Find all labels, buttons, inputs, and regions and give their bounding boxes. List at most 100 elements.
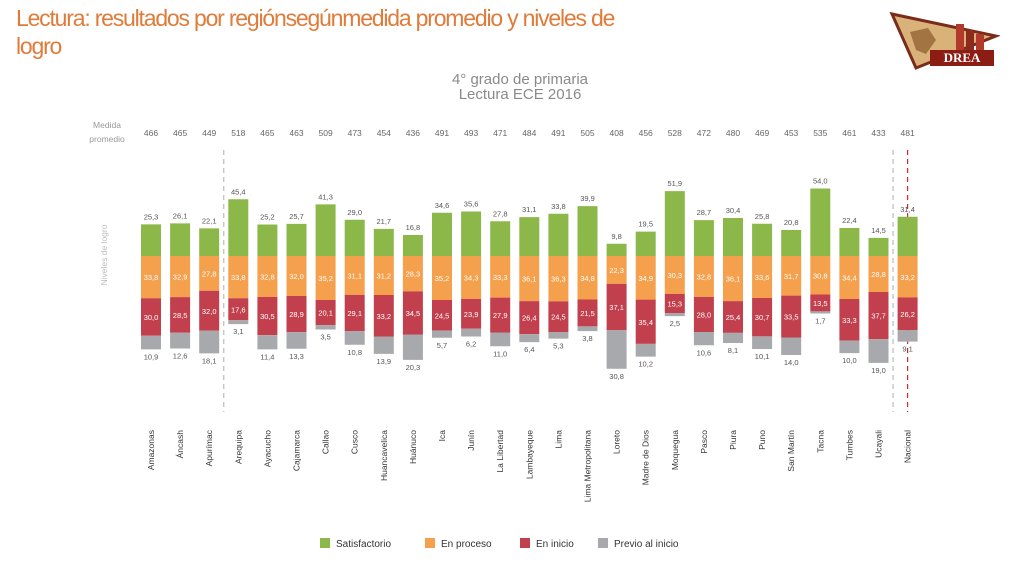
bar-satisfactorio <box>286 223 307 256</box>
bar-previo-al-inicio <box>635 343 656 357</box>
label-en-proceso: 30,3 <box>667 271 682 280</box>
bar-en-proceso <box>723 256 743 302</box>
bar-en-inicio <box>199 290 220 331</box>
bar-en-inicio <box>810 294 831 312</box>
medida-promedio-value: 505 <box>580 128 594 138</box>
bar-en-inicio <box>490 297 511 333</box>
bar-previo-al-inicio <box>577 326 598 332</box>
label-satisfactorio: 9,8 <box>611 232 621 241</box>
bar-satisfactorio <box>170 223 191 256</box>
bar-en-proceso <box>286 256 307 296</box>
bar-en-proceso <box>606 256 627 284</box>
bar-en-inicio <box>461 298 482 329</box>
bar-en-inicio <box>548 301 569 332</box>
bar-en-inicio <box>519 301 540 335</box>
label-en-proceso: 33,3 <box>493 273 508 282</box>
bar-en-proceso <box>548 256 569 302</box>
label-en-inicio: 24,5 <box>551 313 566 322</box>
bar-previo-al-inicio <box>868 339 889 363</box>
label-satisfactorio: 45,4 <box>231 187 246 196</box>
legend-swatch-previo <box>598 538 608 548</box>
medida-promedio-value: 481 <box>901 128 915 138</box>
label-previo-al-inicio: 10,0 <box>842 356 857 365</box>
legend-swatch-satisfactorio <box>320 538 330 548</box>
label-satisfactorio: 14,5 <box>871 226 886 235</box>
y-axis-label: Niveles de logro <box>99 224 109 285</box>
label-previo-al-inicio: 8,1 <box>728 346 738 355</box>
chart-subtitle-line1: 4° grado de primaria <box>451 71 589 88</box>
category-label: Lambayeque <box>524 430 534 479</box>
label-satisfactorio: 22,1 <box>202 216 217 225</box>
category-label: Moquegua <box>670 430 680 470</box>
category-label: Lima <box>553 430 563 449</box>
label-en-inicio: 32,0 <box>202 307 217 316</box>
label-en-proceso: 36,1 <box>726 275 741 284</box>
logo-text: DREA <box>944 50 981 65</box>
medida-promedio-value: 480 <box>726 128 740 138</box>
category-label: Piura <box>728 430 738 450</box>
row-label-promedio: promedio <box>89 134 125 144</box>
label-previo-al-inicio: 10,9 <box>144 352 159 361</box>
bar-en-inicio <box>373 295 394 337</box>
medida-promedio-value: 509 <box>319 128 333 138</box>
label-en-proceso: 34,4 <box>842 274 857 283</box>
medida-promedio-value: 433 <box>871 128 885 138</box>
bar-en-inicio <box>693 297 714 332</box>
bar-satisfactorio <box>315 204 336 256</box>
category-label: Tumbes <box>844 430 854 460</box>
bar-satisfactorio <box>577 206 598 256</box>
bar-previo-al-inicio <box>141 335 161 350</box>
label-en-inicio: 28,0 <box>697 311 712 320</box>
label-satisfactorio: 19,5 <box>638 220 653 229</box>
label-previo-al-inicio: 6,2 <box>466 340 476 349</box>
label-en-inicio: 24,5 <box>435 311 450 320</box>
label-en-proceso: 28,8 <box>871 270 886 279</box>
label-en-inicio: 27,9 <box>493 311 508 320</box>
bar-previo-al-inicio <box>257 335 278 350</box>
label-en-inicio: 33,3 <box>842 316 857 325</box>
category-label: Ayacucho <box>262 430 272 467</box>
category-label: Loreto <box>612 430 622 454</box>
medida-promedio-value: 491 <box>435 128 449 138</box>
bar-en-inicio <box>606 283 627 331</box>
bar-en-proceso <box>490 256 511 298</box>
label-en-inicio: 28,5 <box>173 311 188 320</box>
bar-en-inicio <box>723 301 743 333</box>
label-en-proceso: 35,2 <box>435 274 450 283</box>
label-satisfactorio: 20,8 <box>784 218 799 227</box>
label-previo-al-inicio: 14,0 <box>784 358 799 367</box>
label-satisfactorio: 33,8 <box>551 202 566 211</box>
label-previo-al-inicio: 3,5 <box>320 333 330 342</box>
label-en-proceso: 33,2 <box>900 273 915 282</box>
bar-previo-al-inicio <box>548 332 569 339</box>
medida-promedio-value: 491 <box>551 128 565 138</box>
label-satisfactorio: 39,9 <box>580 194 595 203</box>
label-previo-al-inicio: 20,3 <box>406 363 421 372</box>
category-label: Cusco <box>350 430 360 454</box>
bar-previo-al-inicio <box>199 330 220 354</box>
row-label-medida: Medida <box>93 120 121 130</box>
bar-satisfactorio <box>141 224 161 256</box>
medida-promedio-value: 463 <box>289 128 303 138</box>
label-en-proceso: 31,7 <box>784 272 799 281</box>
label-en-proceso: 36,1 <box>522 275 537 284</box>
bar-en-proceso <box>519 256 540 302</box>
bar-satisfactorio <box>461 211 482 256</box>
bar-previo-al-inicio <box>606 330 627 369</box>
label-satisfactorio: 21,7 <box>376 217 391 226</box>
bar-en-inicio <box>344 294 365 332</box>
label-satisfactorio: 29,0 <box>347 208 362 217</box>
bar-en-proceso <box>781 256 802 296</box>
label-previo-al-inicio: 1,7 <box>815 317 825 326</box>
bar-previo-al-inicio <box>723 332 743 343</box>
medida-promedio-value: 436 <box>406 128 420 138</box>
category-label: Cajamarca <box>292 430 302 471</box>
label-previo-al-inicio: 30,8 <box>609 372 624 381</box>
category-label: Pasco <box>699 430 709 454</box>
label-en-inicio: 17,6 <box>231 305 246 314</box>
label-en-proceso: 34,9 <box>638 274 653 283</box>
category-label: Tacna <box>815 430 825 453</box>
bar-previo-al-inicio <box>519 334 540 343</box>
bar-en-inicio <box>286 296 307 333</box>
